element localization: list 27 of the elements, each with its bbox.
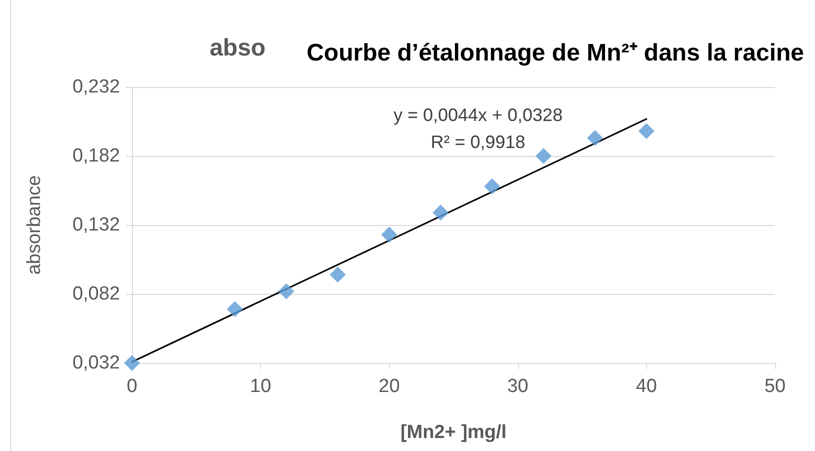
point (330, 266, 346, 283)
x-tick-label: 0 (126, 376, 138, 397)
point (484, 178, 500, 194)
point (226, 301, 243, 318)
y-tick-label: 0,182 (72, 146, 120, 166)
x-axis-title: [Mn2+ ]mg/l (400, 422, 507, 443)
text: abso (210, 34, 266, 62)
point (638, 123, 654, 140)
x-tick-label: 10 (250, 376, 272, 397)
annotation: R² = 0,9918 (430, 132, 526, 152)
y-tick-label: 0,082 (72, 284, 120, 304)
point (278, 283, 294, 300)
x-tick-label: 20 (378, 376, 400, 397)
point (432, 204, 449, 221)
point (586, 130, 603, 146)
point (124, 355, 140, 371)
y-axis-title: absorbance (24, 175, 45, 275)
x-tick-label: 30 (507, 376, 528, 397)
y-tick-label: 0,232 (72, 76, 120, 98)
point (381, 226, 398, 243)
x-tick-label: 40 (636, 376, 657, 397)
point (536, 148, 552, 164)
annotation: y = 0,0044x + 0,0328 (393, 105, 563, 125)
y-tick-label: 0,032 (72, 352, 120, 374)
x-tick-label: 50 (764, 376, 786, 397)
y-tick-label: 0,132 (72, 214, 120, 236)
chart-title: Courbe d’étalonnage de Mn²⁺ dans la racine (306, 40, 804, 66)
